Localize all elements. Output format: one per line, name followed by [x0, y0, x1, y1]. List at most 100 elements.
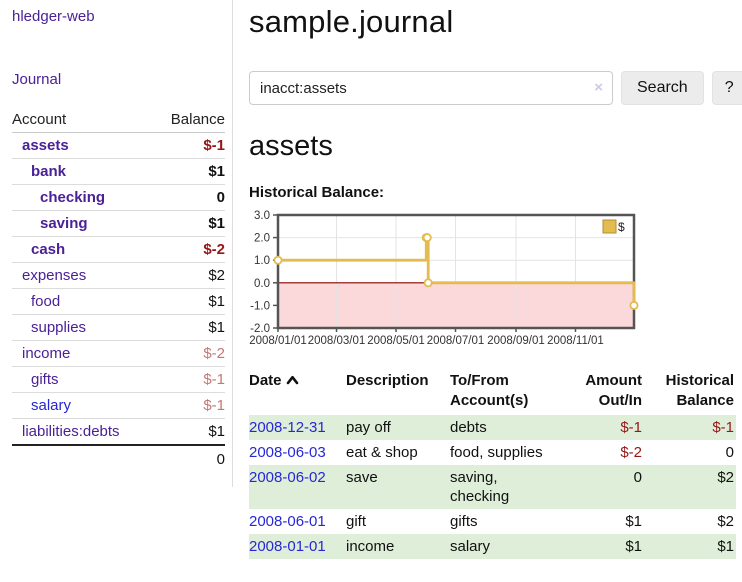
main-content: sample.journal × Search ? assets Histori… — [233, 0, 742, 559]
account-link[interactable]: liabilities:debts — [22, 423, 120, 440]
register-table: Date Description To/From Account(s) Amou… — [249, 369, 736, 559]
register-balance-cell: $-1 — [712, 419, 734, 436]
svg-text:-2.0: -2.0 — [250, 323, 270, 335]
register-description-cell: gift — [346, 513, 367, 530]
account-balance: $1 — [153, 210, 225, 237]
svg-text:2008/01/01: 2008/01/01 — [249, 335, 307, 347]
account-link[interactable]: bank — [31, 163, 67, 180]
register-row: 2008-06-03 eat & shop food, supplies $-2 0 — [249, 440, 736, 465]
account-link[interactable]: salary — [31, 397, 72, 414]
register-date-cell: 2008-01-01 — [249, 534, 346, 559]
register-row: 2008-01-01 income salary $1 $1 — [249, 534, 736, 559]
register-balance-cell: $2 — [717, 513, 734, 530]
sidebar: hledger-web Journal Account Balance asse… — [0, 0, 233, 487]
account-balance: $-1 — [153, 366, 225, 393]
accounts-header-row: Account Balance — [12, 109, 225, 133]
account-row: income $-2 — [12, 340, 225, 367]
register-header-balance: Historical Balance — [665, 372, 734, 409]
account-link[interactable]: income — [22, 345, 71, 362]
search-form: × Search ? — [249, 71, 742, 105]
register-balance-cell: $1 — [717, 538, 734, 555]
svg-text:2.0: 2.0 — [254, 233, 270, 245]
register-date-link[interactable]: 2008-06-03 — [249, 444, 326, 461]
register-date-link[interactable]: 2008-06-01 — [249, 513, 326, 530]
search-input[interactable] — [249, 71, 613, 105]
account-link[interactable]: saving — [40, 215, 88, 232]
svg-text:-1.0: -1.0 — [250, 300, 270, 312]
help-button[interactable]: ? — [711, 71, 742, 105]
register-amount-cell: $1 — [625, 538, 642, 555]
account-row: food $1 — [12, 288, 225, 315]
register-row: 2008-06-01 gift gifts $1 $2 — [249, 509, 736, 534]
register-accounts-cell: food, supplies — [450, 444, 543, 461]
accounts-header-balance: Balance — [153, 109, 225, 133]
register-date-cell: 2008-06-01 — [249, 509, 346, 534]
account-balance: $1 — [153, 158, 225, 185]
account-link[interactable]: cash — [31, 241, 66, 258]
account-row: expenses $2 — [12, 262, 225, 289]
search-button[interactable]: Search — [621, 71, 704, 105]
accounts-header-account: Account — [12, 109, 154, 133]
register-header-amount: Amount Out/In — [585, 372, 642, 409]
svg-text:2008/05/01: 2008/05/01 — [367, 335, 425, 347]
account-balance: $-1 — [153, 392, 225, 419]
register-amount-cell: 0 — [633, 469, 642, 486]
account-row: supplies $1 — [12, 314, 225, 341]
register-description-cell: income — [346, 538, 395, 555]
register-row: 2008-06-02 save saving, checking 0 $2 — [249, 465, 736, 509]
account-link[interactable]: checking — [40, 189, 106, 206]
register-date-cell: 2008-06-03 — [249, 440, 346, 465]
register-header-accounts: To/From Account(s) — [450, 372, 529, 409]
account-link[interactable]: gifts — [31, 371, 59, 388]
register-row: 2008-12-31 pay off debts $-1 $-1 — [249, 415, 736, 440]
register-description-cell: pay off — [346, 419, 391, 436]
svg-text:2008/03/01: 2008/03/01 — [308, 335, 366, 347]
register-accounts-cell: gifts — [450, 513, 478, 530]
account-link[interactable]: supplies — [31, 319, 87, 336]
register-date-link[interactable]: 2008-01-01 — [249, 538, 326, 555]
register-description-cell: save — [346, 469, 378, 486]
register-header-description: Description — [346, 372, 429, 389]
register-amount-cell: $1 — [625, 513, 642, 530]
register-header-date[interactable]: Date — [249, 369, 346, 415]
svg-text:1.0: 1.0 — [254, 255, 270, 267]
account-balance: $-1 — [153, 132, 225, 159]
account-row: saving $1 — [12, 210, 225, 237]
register-date-link[interactable]: 2008-06-02 — [249, 469, 326, 486]
account-row: checking 0 — [12, 184, 225, 211]
register-amount-cell: $-2 — [620, 444, 642, 461]
register-accounts-cell: saving, checking — [450, 469, 510, 505]
accounts-total-spacer — [12, 445, 154, 473]
register-description-cell: eat & shop — [346, 444, 418, 461]
register-balance-cell: $2 — [717, 469, 734, 486]
account-row: salary $-1 — [12, 392, 225, 419]
register-date-cell: 2008-06-02 — [249, 465, 346, 509]
account-link[interactable]: assets — [22, 137, 69, 154]
account-link[interactable]: expenses — [22, 267, 87, 284]
account-row: liabilities:debts $1 — [12, 418, 225, 446]
register-header-date-label: Date — [249, 372, 282, 389]
accounts-total-value: 0 — [216, 451, 225, 468]
account-heading: assets — [249, 130, 333, 162]
account-balance: $-2 — [153, 236, 225, 263]
account-balance: $2 — [153, 262, 225, 289]
search-input-wrap: × — [249, 71, 613, 105]
clear-search-icon[interactable]: × — [594, 79, 603, 96]
svg-text:2008/09/01: 2008/09/01 — [487, 335, 545, 347]
account-row: gifts $-1 — [12, 366, 225, 393]
app-root: hledger-web Journal Account Balance asse… — [0, 0, 742, 559]
page-title: sample.journal — [249, 4, 454, 39]
sidebar-nav: Journal — [12, 71, 226, 89]
account-row: assets $-1 — [12, 132, 225, 159]
register-date-link[interactable]: 2008-12-31 — [249, 419, 326, 436]
account-balance: 0 — [153, 184, 225, 211]
nav-journal-link[interactable]: Journal — [12, 71, 62, 88]
account-link[interactable]: food — [31, 293, 61, 310]
account-balance: $1 — [153, 314, 225, 341]
brand-link[interactable]: hledger-web — [12, 8, 95, 25]
svg-text:0.0: 0.0 — [254, 278, 270, 290]
chart-title: Historical Balance: — [249, 184, 385, 201]
register-balance-cell: 0 — [725, 444, 734, 461]
register-accounts-cell: debts — [450, 419, 487, 436]
